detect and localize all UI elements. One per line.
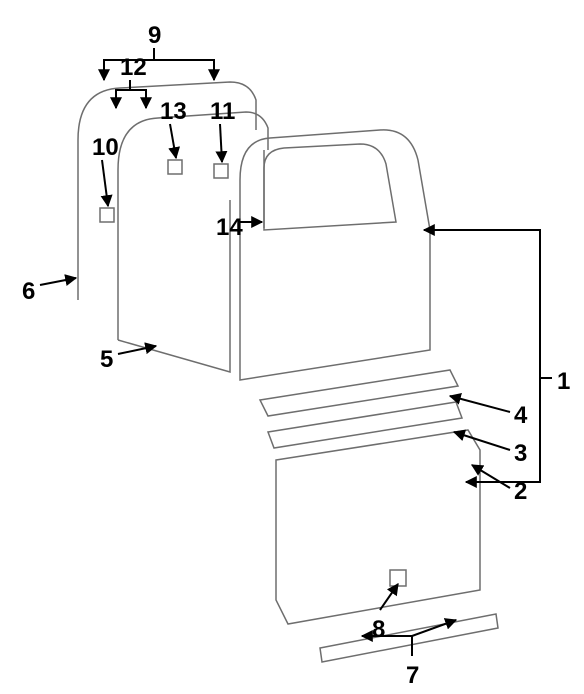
callout-9: 9 — [148, 24, 161, 48]
callout-10: 10 — [92, 136, 119, 160]
callout-14: 14 — [216, 216, 243, 240]
schematic-drawing — [0, 0, 584, 694]
callout-12: 12 — [120, 56, 147, 80]
parts-diagram: 1234567891011121314 — [0, 0, 584, 694]
callout-2: 2 — [514, 480, 527, 504]
callout-6: 6 — [22, 280, 35, 304]
callout-13: 13 — [160, 100, 187, 124]
callout-8: 8 — [372, 618, 385, 642]
callout-7: 7 — [406, 664, 419, 688]
callout-5: 5 — [100, 348, 113, 372]
callout-4: 4 — [514, 404, 527, 428]
callout-1: 1 — [557, 370, 570, 394]
callout-11: 11 — [210, 100, 235, 124]
callout-3: 3 — [514, 442, 527, 466]
